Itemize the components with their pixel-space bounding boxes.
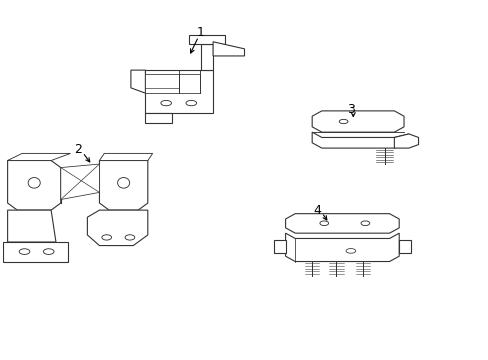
Polygon shape	[179, 74, 200, 93]
Text: 1: 1	[197, 26, 204, 39]
Polygon shape	[145, 70, 213, 113]
Polygon shape	[145, 74, 179, 93]
Polygon shape	[201, 44, 213, 70]
Polygon shape	[61, 164, 99, 199]
Polygon shape	[87, 210, 147, 246]
Polygon shape	[285, 233, 398, 261]
Ellipse shape	[19, 249, 30, 255]
Polygon shape	[398, 240, 410, 253]
Polygon shape	[393, 134, 418, 148]
Ellipse shape	[360, 221, 369, 226]
Ellipse shape	[185, 100, 196, 106]
Polygon shape	[8, 161, 61, 210]
Polygon shape	[213, 42, 244, 56]
Polygon shape	[311, 111, 403, 132]
Ellipse shape	[319, 221, 328, 226]
Text: 4: 4	[312, 204, 320, 217]
Polygon shape	[285, 214, 398, 233]
Polygon shape	[145, 113, 172, 123]
Ellipse shape	[28, 177, 40, 188]
Ellipse shape	[125, 235, 135, 240]
Text: 2: 2	[74, 143, 81, 156]
Ellipse shape	[339, 120, 347, 123]
Polygon shape	[311, 132, 408, 148]
Ellipse shape	[161, 100, 171, 106]
Polygon shape	[3, 242, 68, 261]
Ellipse shape	[117, 177, 129, 188]
Ellipse shape	[346, 249, 355, 253]
Polygon shape	[188, 35, 224, 44]
Polygon shape	[99, 153, 152, 161]
Polygon shape	[273, 240, 285, 253]
Polygon shape	[8, 210, 56, 242]
Ellipse shape	[102, 235, 111, 240]
Polygon shape	[8, 153, 70, 161]
Ellipse shape	[43, 249, 54, 255]
Polygon shape	[99, 161, 147, 210]
Text: 3: 3	[346, 103, 354, 116]
Polygon shape	[131, 70, 145, 93]
